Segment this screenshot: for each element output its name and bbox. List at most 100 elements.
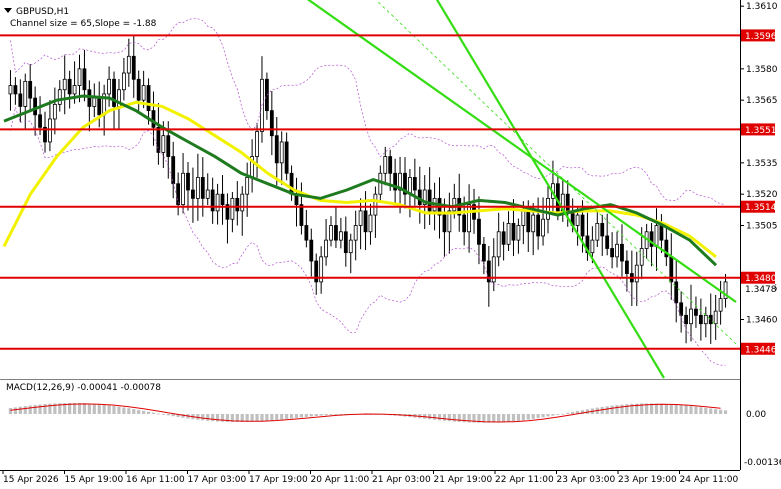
time-axis[interactable]: 15 Apr 2026 15 Apr 19:00 16 Apr 11:00 17 Ap… <box>2 470 738 485</box>
candle-bull[interactable] <box>467 204 471 233</box>
candle-bear[interactable] <box>388 156 393 174</box>
candle-bear[interactable] <box>664 239 669 258</box>
candle-bear[interactable] <box>18 93 23 107</box>
candle-bull[interactable] <box>8 85 13 95</box>
candle-bear[interactable] <box>343 231 348 254</box>
candle-bull[interactable] <box>205 189 210 199</box>
candle-bear[interactable] <box>620 243 624 262</box>
triangle-down-icon[interactable] <box>4 8 12 13</box>
candle-bull[interactable] <box>48 118 52 143</box>
candle-bear[interactable] <box>649 231 654 247</box>
candle-bear[interactable] <box>210 189 215 212</box>
candle-bull[interactable] <box>245 177 250 195</box>
candle-bear[interactable] <box>156 126 161 153</box>
candle-bull[interactable] <box>230 197 235 220</box>
candle-bull[interactable] <box>491 256 496 283</box>
candle-bull[interactable] <box>255 131 259 157</box>
candle-bear[interactable] <box>33 97 38 116</box>
candle-bull[interactable] <box>713 310 718 325</box>
candle-bull[interactable] <box>324 239 328 258</box>
candle-bear[interactable] <box>136 78 141 101</box>
candle-bull[interactable] <box>639 248 644 266</box>
candle-bull[interactable] <box>121 72 126 91</box>
candle-bull[interactable] <box>615 243 619 258</box>
candle-bull[interactable] <box>516 225 521 241</box>
candle-bear[interactable] <box>289 172 294 195</box>
candle-bear[interactable] <box>625 260 629 274</box>
candle-bull[interactable] <box>141 85 146 101</box>
candle-bear[interactable] <box>131 55 136 80</box>
candle-bull[interactable] <box>215 193 220 212</box>
candle-bear[interactable] <box>112 78 116 107</box>
candle-bear[interactable] <box>536 214 541 237</box>
candle-bull[interactable] <box>496 231 501 258</box>
candle-bear[interactable] <box>38 114 42 128</box>
candle-bear[interactable] <box>299 204 304 226</box>
candle-bear[interactable] <box>610 248 615 258</box>
candle-bull[interactable] <box>373 193 378 216</box>
candle-bear[interactable] <box>191 189 195 199</box>
candle-bear[interactable] <box>166 135 171 157</box>
candle-bear[interactable] <box>176 183 181 206</box>
candle-bear[interactable] <box>600 223 605 237</box>
candle-bear[interactable] <box>565 193 570 212</box>
candle-bull[interactable] <box>195 177 200 199</box>
candle-bull[interactable] <box>77 68 82 86</box>
candle-bear[interactable] <box>462 214 467 233</box>
candle-bear[interactable] <box>694 308 698 316</box>
candle-bull[interactable] <box>62 78 67 91</box>
candle-bear[interactable] <box>67 78 72 95</box>
candle-bear[interactable] <box>393 172 398 191</box>
candle-bear[interactable] <box>501 231 506 245</box>
candle-bear[interactable] <box>526 210 531 233</box>
candle-bull[interactable] <box>279 141 284 164</box>
candle-bear[interactable] <box>511 223 516 241</box>
candle-bull[interactable] <box>161 135 166 153</box>
candle-bear[interactable] <box>334 225 338 241</box>
candle-bear[interactable] <box>486 260 491 283</box>
candle-bear[interactable] <box>679 302 684 316</box>
candle-bear[interactable] <box>698 314 703 325</box>
candle-bull[interactable] <box>531 214 536 233</box>
candle-bear[interactable] <box>235 197 240 212</box>
candle-bear[interactable] <box>151 110 156 128</box>
candle-bull[interactable] <box>595 223 600 241</box>
candle-bull[interactable] <box>723 281 728 300</box>
candle-bear[interactable] <box>82 68 87 91</box>
candle-bull[interactable] <box>358 210 363 226</box>
candle-bear[interactable] <box>442 214 447 233</box>
candle-bull[interactable] <box>329 225 333 241</box>
candle-bull[interactable] <box>368 214 373 233</box>
candle-bear[interactable] <box>87 89 92 107</box>
candle-bear[interactable] <box>225 204 230 220</box>
candle-bear[interactable] <box>13 85 18 95</box>
candle-bull[interactable] <box>546 197 550 220</box>
candle-bear[interactable] <box>220 193 225 206</box>
candle-bull[interactable] <box>689 308 693 325</box>
candle-bull[interactable] <box>634 264 639 283</box>
candle-bear[interactable] <box>43 126 47 143</box>
candle-bull[interactable] <box>52 103 57 120</box>
candle-bull[interactable] <box>422 189 427 206</box>
candle-bull[interactable] <box>107 78 111 95</box>
candle-bull[interactable] <box>72 85 77 95</box>
candle-bull[interactable] <box>521 210 526 226</box>
candle-bull[interactable] <box>353 225 358 241</box>
candle-bear[interactable] <box>284 141 289 174</box>
candle-bull[interactable] <box>319 256 324 283</box>
candle-bear[interactable] <box>684 314 688 325</box>
candle-bull[interactable] <box>338 231 343 241</box>
candle-bull[interactable] <box>590 239 595 254</box>
candle-bear[interactable] <box>200 177 205 199</box>
candle-bear[interactable] <box>314 260 319 283</box>
candle-bear[interactable] <box>580 214 585 237</box>
candle-bull[interactable] <box>92 97 97 107</box>
candle-bear[interactable] <box>274 135 279 164</box>
candle-bull[interactable] <box>718 298 723 312</box>
candle-bear[interactable] <box>427 189 432 212</box>
candle-bull[interactable] <box>240 193 245 212</box>
candle-bear[interactable] <box>186 172 190 191</box>
candle-bull[interactable] <box>126 55 131 74</box>
candle-bear[interactable] <box>605 235 610 249</box>
